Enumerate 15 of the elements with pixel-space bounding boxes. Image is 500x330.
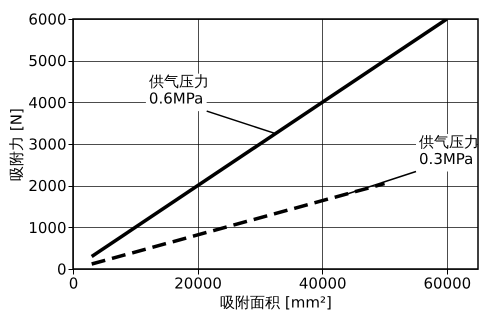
x-tick-label: 40000 [298,274,347,292]
y-tick-label: 3000 [28,136,66,154]
y-tick-label: 0 [56,260,66,278]
y-tick-label: 6000 [28,10,66,28]
y-axis-title: 吸附力 [N] [7,108,26,181]
y-tick-label: 4000 [28,94,66,112]
x-tick-label: 60000 [423,274,472,292]
x-axis-title: 吸附面积 [mm²] [220,294,332,312]
y-tick-label: 1000 [28,218,66,237]
x-tick-label: 20000 [174,274,222,292]
y-tick-label: 2000 [28,177,66,196]
annotation: 供气压力 0.3MPa [419,133,480,168]
y-tick-label: 5000 [28,52,66,70]
annotation: 供气压力 0.6MPa [148,72,209,108]
x-tick-label: 0 [68,274,78,292]
